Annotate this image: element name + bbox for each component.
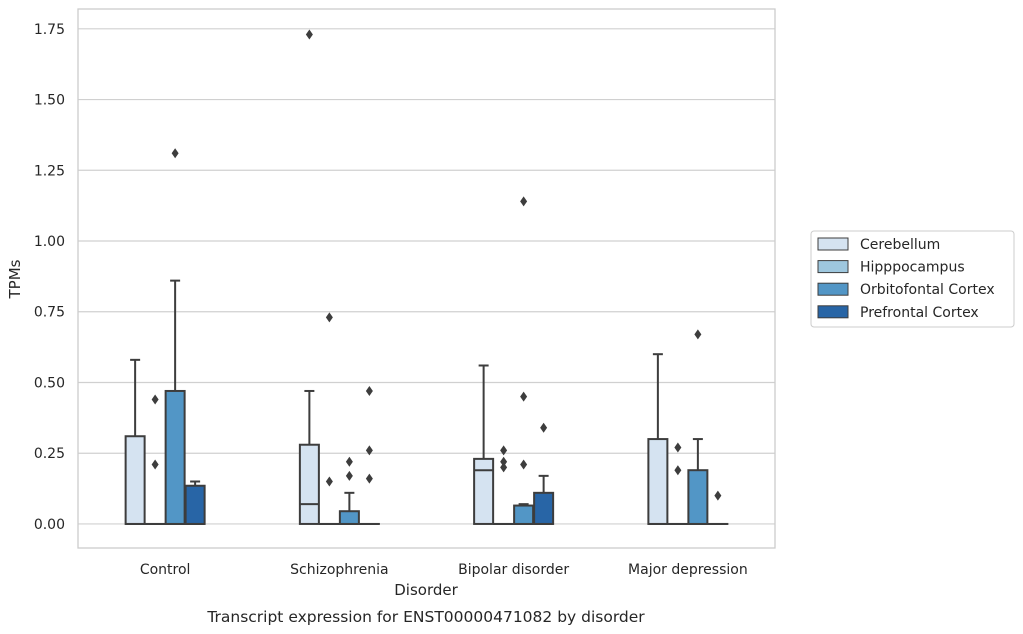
- box-orbitofontal-cortex-2: [513, 196, 535, 525]
- outlier-point: [520, 459, 528, 470]
- outlier-point: [305, 29, 313, 40]
- legend-swatch: [817, 237, 849, 251]
- grid-lines: [78, 28, 775, 525]
- box-cerebellum-2: [473, 364, 495, 525]
- box-prefrontal-cortex-3: [707, 490, 729, 525]
- box-iqr: [184, 484, 206, 525]
- x-tick-label: Bipolar disorder: [458, 562, 569, 578]
- chart-caption: Transcript expression for ENST0000047108…: [206, 608, 645, 626]
- box-iqr: [473, 457, 495, 525]
- y-axis-label: TPMs: [6, 259, 24, 299]
- box-iqr: [687, 469, 709, 525]
- legend-label: Cerebellum: [860, 237, 940, 253]
- legend-label: Orbitofontal Cortex: [860, 282, 995, 298]
- box-orbitofontal-cortex-1: [338, 456, 360, 525]
- outlier-point: [151, 394, 159, 405]
- x-axis-label: Disorder: [394, 581, 458, 599]
- outlier-point: [520, 391, 528, 402]
- x-tick-label: Schizophrenia: [290, 562, 388, 578]
- outlier-point: [325, 312, 333, 323]
- x-tick-label: Control: [140, 562, 191, 578]
- y-tick-label: 1.75: [34, 22, 65, 38]
- legend: Cerebellum Hipppocampus Orbitofontal Corte…: [810, 230, 1015, 328]
- box-cerebellum-1: [298, 29, 320, 525]
- box-iqr: [647, 438, 669, 525]
- box-cerebellum-3: [647, 353, 669, 525]
- outlier-point: [345, 456, 353, 467]
- legend-swatch: [817, 260, 849, 274]
- box-prefrontal-cortex-0: [184, 480, 206, 525]
- y-tick-label: 1.50: [34, 93, 65, 109]
- box-iqr: [338, 510, 360, 525]
- box-iqr: [298, 443, 320, 525]
- outlier-point: [540, 422, 548, 433]
- outlier-point: [694, 329, 702, 340]
- outlier-point: [714, 490, 722, 501]
- y-tick-label: 0.75: [34, 305, 65, 321]
- outlier-point: [151, 459, 159, 470]
- y-tick-label: 0.00: [34, 517, 65, 533]
- box-iqr: [533, 491, 555, 525]
- outlier-point: [365, 473, 373, 484]
- box-iqr: [124, 435, 146, 525]
- outlier-point: [365, 445, 373, 456]
- plot-frame: [77, 8, 776, 549]
- legend-swatch: [817, 282, 849, 296]
- y-tick-label: 0.50: [34, 375, 65, 391]
- outlier-point: [520, 196, 528, 207]
- legend-frame: [810, 230, 1015, 328]
- box-iqr: [164, 389, 186, 525]
- y-tick-label: 1.00: [34, 234, 65, 250]
- outlier-point: [674, 442, 682, 453]
- box-hipppocampus-2: [493, 445, 515, 525]
- y-axis-ticks: 0.00 0.25 0.50 0.75 1.00 1.25 1.50 1.75: [34, 22, 65, 533]
- y-tick-label: 0.25: [34, 446, 65, 462]
- outlier-point: [171, 148, 179, 159]
- legend-label: Hipppocampus: [860, 260, 965, 276]
- box-prefrontal-cortex-1: [358, 385, 380, 525]
- outlier-point: [345, 470, 353, 481]
- outlier-point: [500, 456, 508, 467]
- box-hipppocampus-0: [144, 394, 166, 525]
- outlier-point: [674, 465, 682, 476]
- box-orbitofontal-cortex-3: [687, 329, 709, 525]
- outlier-point: [365, 385, 373, 396]
- box-prefrontal-cortex-2: [533, 422, 555, 525]
- box-hipppocampus-3: [667, 442, 689, 525]
- box-orbitofontal-cortex-0: [164, 148, 186, 525]
- y-tick-label: 1.25: [34, 163, 65, 179]
- outlier-point: [500, 445, 508, 456]
- box-cerebellum-0: [124, 358, 146, 525]
- boxplot-marks: [124, 29, 729, 525]
- box-hipppocampus-1: [318, 312, 340, 525]
- legend-swatch: [817, 305, 849, 319]
- outlier-point: [325, 476, 333, 487]
- outlier-point: [500, 462, 508, 473]
- legend-label: Prefrontal Cortex: [860, 305, 979, 321]
- x-axis-ticks: Control Schizophrenia Bipolar disorder Majo…: [140, 562, 748, 578]
- box-iqr: [513, 504, 535, 525]
- x-tick-label: Major depression: [628, 562, 748, 578]
